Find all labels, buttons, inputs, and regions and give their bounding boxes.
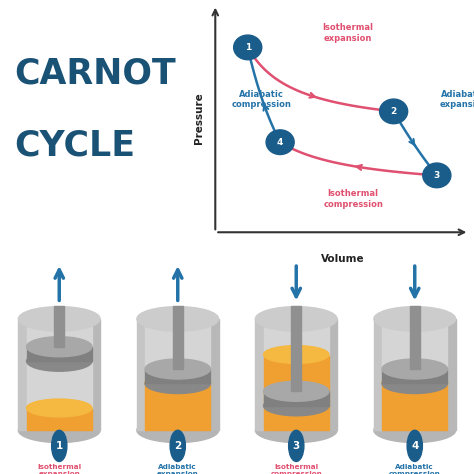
Bar (382, 383, 447, 430)
Bar (382, 319, 447, 383)
Ellipse shape (264, 396, 329, 416)
Ellipse shape (382, 374, 447, 392)
Bar (145, 383, 210, 430)
Text: 4: 4 (277, 138, 283, 146)
Text: Isothermal
compression: Isothermal compression (270, 464, 322, 474)
Bar (264, 392, 329, 406)
Text: 4: 4 (411, 441, 419, 451)
Bar (137, 319, 145, 430)
Bar (145, 369, 210, 383)
Text: Adiabatic
compression: Adiabatic compression (231, 90, 292, 109)
Bar (382, 369, 447, 383)
Ellipse shape (255, 307, 337, 331)
Bar (210, 319, 219, 430)
Text: CARNOT: CARNOT (15, 56, 176, 90)
Ellipse shape (382, 374, 447, 393)
Circle shape (380, 99, 408, 124)
Text: 1: 1 (55, 441, 63, 451)
Circle shape (234, 35, 262, 60)
Text: 2: 2 (391, 107, 397, 116)
Text: Adiabatic
expansion: Adiabatic expansion (157, 464, 199, 474)
Ellipse shape (255, 418, 337, 443)
Bar (55, 306, 64, 347)
Bar (374, 319, 382, 430)
Bar (264, 319, 329, 355)
Bar (27, 347, 92, 361)
Bar (145, 319, 210, 383)
Bar (92, 319, 100, 430)
Text: CYCLE: CYCLE (15, 129, 136, 163)
Text: Isothermal
compression: Isothermal compression (323, 190, 383, 209)
Bar (447, 319, 456, 430)
Ellipse shape (27, 399, 92, 417)
Bar (255, 319, 264, 430)
Circle shape (52, 430, 67, 462)
Ellipse shape (27, 351, 92, 371)
Ellipse shape (145, 374, 210, 392)
Ellipse shape (264, 346, 329, 364)
Bar (410, 306, 419, 369)
Ellipse shape (382, 359, 447, 379)
Text: Isothermal
expansion: Isothermal expansion (322, 24, 373, 43)
Bar (329, 319, 337, 430)
Bar (292, 306, 301, 392)
Ellipse shape (374, 307, 456, 331)
Circle shape (170, 430, 185, 462)
Circle shape (266, 130, 294, 155)
Text: Pressure: Pressure (194, 92, 204, 145)
Bar (27, 319, 92, 408)
Text: Adiabatic
expansion: Adiabatic expansion (440, 90, 474, 109)
Text: 3: 3 (292, 441, 300, 451)
Ellipse shape (264, 381, 329, 401)
Text: 1: 1 (245, 43, 251, 52)
Text: Isothermal
expansion: Isothermal expansion (37, 464, 82, 474)
Text: Volume: Volume (320, 254, 364, 264)
Text: 3: 3 (434, 171, 440, 180)
Ellipse shape (18, 418, 100, 443)
Bar (173, 306, 182, 369)
Bar (18, 319, 27, 430)
Circle shape (423, 163, 451, 188)
Ellipse shape (137, 418, 219, 443)
Text: 2: 2 (174, 441, 182, 451)
Ellipse shape (145, 359, 210, 379)
Ellipse shape (18, 307, 100, 331)
Bar (264, 355, 329, 430)
Text: Adiabatic
compression: Adiabatic compression (389, 464, 441, 474)
Ellipse shape (374, 418, 456, 443)
Circle shape (407, 430, 422, 462)
Bar (27, 408, 92, 430)
Ellipse shape (137, 307, 219, 331)
Circle shape (289, 430, 304, 462)
Ellipse shape (145, 374, 210, 393)
Ellipse shape (27, 337, 92, 357)
